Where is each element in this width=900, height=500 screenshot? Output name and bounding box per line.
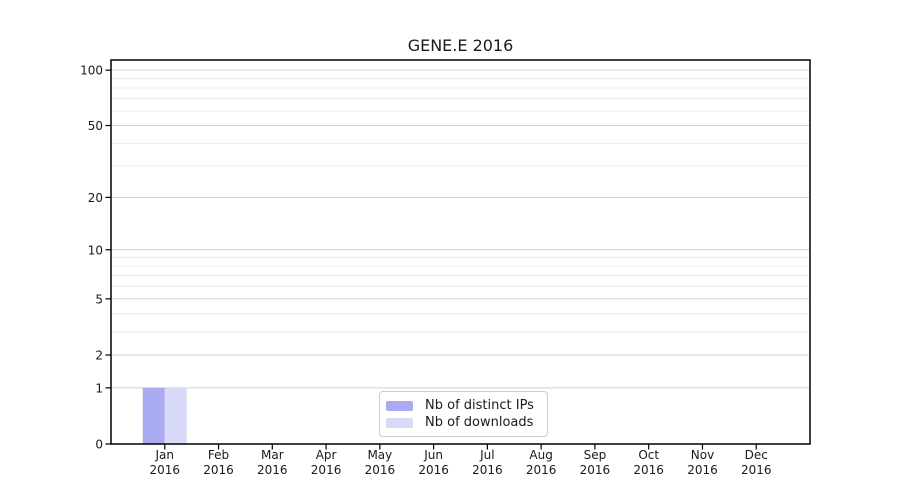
legend-swatch-downloads [386,417,413,428]
x-tick-label-month: Jul [479,448,494,462]
y-tick-label: 2 [95,349,103,363]
x-tick-label-year: 2016 [418,463,449,477]
y-tick-label: 0 [95,438,103,452]
x-tick-label-year: 2016 [203,463,234,477]
x-tick-label-month: Aug [529,448,552,462]
y-tick-label: 50 [88,119,103,133]
y-tick-label: 20 [88,191,103,205]
plot-frame [110,59,811,445]
legend-swatch-distinct-ips [386,400,413,411]
legend-label-distinct-ips: Nb of distinct IPs [425,398,534,413]
x-tick-label-month: Feb [208,448,229,462]
x-tick-label-month: Apr [316,448,337,462]
x-tick-label-month: Oct [638,448,659,462]
x-tick-label-month: Sep [584,448,607,462]
x-tick-label-year: 2016 [633,463,664,477]
y-tick-label: 100 [80,64,103,78]
x-tick-label-month: Mar [261,448,284,462]
x-tick-label-year: 2016 [257,463,288,477]
chart-title: GENE.E 2016 [407,36,514,55]
x-tick-label-year: 2016 [311,463,342,477]
x-tick-label-month: Jun [423,448,443,462]
x-tick-label-year: 2016 [580,463,611,477]
legend: Nb of distinct IPs Nb of downloads [379,391,548,437]
x-tick-label-year: 2016 [365,463,396,477]
x-tick-label-year: 2016 [472,463,503,477]
legend-label-downloads: Nb of downloads [425,415,534,430]
legend-item-distinct-ips: Nb of distinct IPs [386,398,540,413]
y-tick-label: 1 [95,381,103,395]
y-tick-label: 10 [88,243,103,257]
bar-distinct-ips [142,387,165,444]
x-tick-label-year: 2016 [741,463,772,477]
legend-item-downloads: Nb of downloads [386,415,540,430]
x-tick-label-month: Dec [745,448,768,462]
y-tick-label: 5 [95,292,103,306]
x-tick-label-year: 2016 [526,463,557,477]
x-tick-label-month: Nov [691,448,714,462]
bar-downloads [164,387,187,444]
x-tick-label-year: 2016 [149,463,180,477]
x-tick-label-month: Jan [155,448,175,462]
x-tick-label-year: 2016 [687,463,718,477]
x-tick-label-month: May [367,448,392,462]
